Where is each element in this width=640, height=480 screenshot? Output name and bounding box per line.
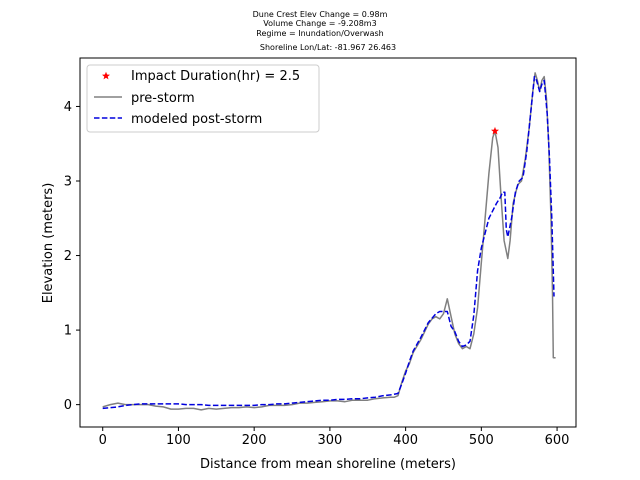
x-tick-label: 100 [166, 433, 191, 448]
x-axis-ticks: 0 100 200 300 400 500 600 [99, 427, 570, 448]
y-tick-label: 3 [64, 175, 72, 190]
series-line-modeled-post-storm [102, 75, 555, 410]
legend-label-marker: Impact Duration(hr) = 2.5 [131, 69, 300, 84]
legend-label-pre-storm: pre-storm [131, 91, 195, 106]
legend-star-shape [102, 71, 110, 80]
title-line-2: Volume Change = -9.208m3 [263, 19, 376, 28]
x-tick-label: 300 [317, 433, 342, 448]
y-tick-label: 1 [64, 324, 72, 339]
x-axis-label: Distance from mean shoreline (meters) [200, 457, 456, 472]
x-tick-label: 500 [469, 433, 494, 448]
chart-title: Dune Crest Elev Change = 0.98m Volume Ch… [253, 10, 396, 52]
legend-entry-marker: Impact Duration(hr) = 2.5 [102, 69, 300, 84]
y-tick-label: 4 [64, 100, 72, 115]
title-line-1: Dune Crest Elev Change = 0.98m [253, 10, 388, 19]
legend-box [86, 64, 320, 133]
legend-star-icon [102, 71, 110, 80]
title-line-3: Regime = Inundation/Overwash [256, 29, 383, 38]
series-layer [102, 72, 556, 411]
x-tick-label: 200 [242, 433, 267, 448]
title-line-4: Shoreline Lon/Lat: -81.967 26.463 [260, 43, 396, 52]
x-tick-label: 400 [393, 433, 418, 448]
impact-star-marker [491, 126, 499, 135]
legend-entry-pre-storm: pre-storm [94, 91, 195, 106]
y-axis-label: Elevation (meters) [41, 183, 56, 304]
y-tick-label: 0 [64, 398, 72, 413]
x-tick-label: 600 [545, 433, 570, 448]
x-tick-label: 0 [99, 433, 107, 448]
legend-label-post-storm: modeled post-storm [131, 112, 262, 127]
y-axis-ticks: 0 1 2 3 4 [64, 100, 80, 413]
plot-frame [79, 57, 577, 428]
legend: Impact Duration(hr) = 2.5 pre-storm mode… [86, 64, 320, 133]
marker-layer [491, 126, 499, 135]
y-tick-label: 2 [64, 249, 72, 264]
legend-entry-post-storm: modeled post-storm [94, 112, 262, 127]
